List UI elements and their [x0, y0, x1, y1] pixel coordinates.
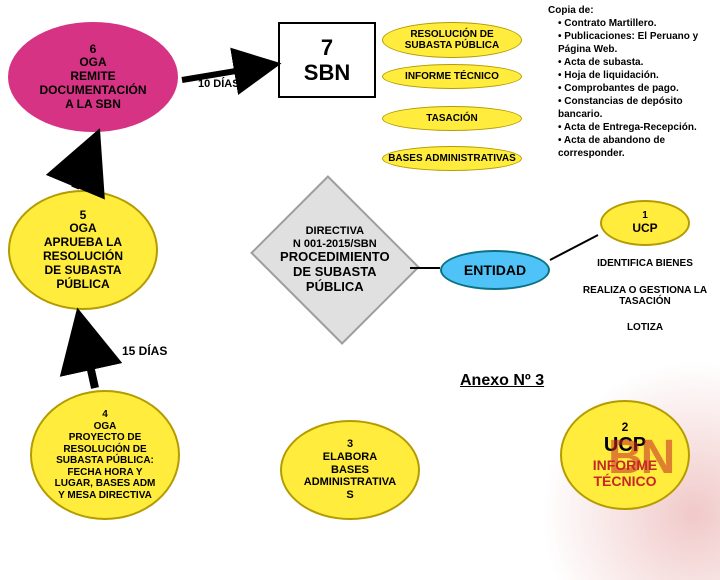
center-l3: DE SUBASTA	[280, 265, 390, 280]
node-4-l1: PROYECTO DE	[69, 432, 142, 444]
node-6-l0: OGA	[79, 56, 106, 70]
node-5-l1: APRUEBA LA	[44, 236, 122, 250]
center-l0: DIRECTIVA	[280, 225, 390, 238]
node-4-l3: SUBASTA PÚBLICA:	[56, 455, 154, 467]
anexo-label: Anexo Nº 3	[460, 372, 544, 390]
copia-item-2: Acta de subasta.	[558, 56, 718, 69]
node-6-l1: REMITE	[70, 70, 115, 84]
center-directiva-rombo: DIRECTIVA N 001-2015/SBN PROCEDIMIENTO D…	[250, 175, 420, 345]
node-3-elabora-bases: 3 ELABORA BASES ADMINISTRATIVA S	[280, 420, 420, 520]
node-6-l3: A LA SBN	[65, 98, 121, 112]
sbn-doc-1: INFORME TÉCNICO	[382, 64, 522, 89]
label-10-dias: 10 DÍAS	[198, 78, 240, 90]
node-4-num: 4	[102, 409, 108, 421]
entidad-t: ENTIDAD	[464, 262, 526, 278]
label-15-dias: 15 DÍAS	[122, 344, 167, 358]
node-3-l0: ELABORA	[323, 451, 377, 464]
center-l2: PROCEDIMIENTO	[280, 250, 390, 265]
node-5-oga-aprueba: 5 OGA APRUEBA LA RESOLUCIÓN DE SUBASTA P…	[8, 190, 158, 310]
copia-item-4: Comprobantes de pago.	[558, 82, 718, 95]
copia-item-6: Acta de Entrega-Recepción.	[558, 121, 718, 134]
node-3-num: 3	[347, 438, 353, 451]
copia-title: Copia de:	[548, 4, 718, 17]
node-6-oga-remite: 6 OGA REMITE DOCUMENTACIÓN A LA SBN	[8, 22, 178, 132]
node-3-l3: S	[346, 489, 353, 502]
node-5-l0: OGA	[69, 222, 96, 236]
node-1-ucp: 1 UCP	[600, 200, 690, 246]
sbn-doc-2: TASACIÓN	[382, 106, 522, 131]
node-5-l2: RESOLUCIÓN	[43, 250, 123, 264]
node-4-l0: OGA	[94, 421, 117, 433]
right-label-1: REALIZA O GESTIONA LA TASACIÓN	[570, 285, 720, 307]
copia-item-5: Constancias de depósito bancario.	[558, 95, 718, 121]
node-7-sub: SBN	[304, 60, 350, 85]
sbn-doc-0: RESOLUCIÓN DE SUBASTA PÚBLICA	[382, 22, 522, 58]
node-4-l2: RESOLUCIÓN DE	[63, 444, 146, 456]
copia-item-0: Contrato Martillero.	[558, 17, 718, 30]
node-6-num: 6	[90, 43, 97, 57]
copia-de-list: Copia de: Contrato Martillero.Publicacio…	[548, 4, 718, 160]
node-7-num: 7	[321, 35, 333, 60]
node-4-l6: Y MESA DIRECTIVA	[58, 490, 152, 502]
node-3-l1: BASES	[331, 464, 369, 477]
center-l4: PÚBLICA	[280, 280, 390, 295]
sbn-doc-3: BASES ADMINISTRATIVAS	[382, 146, 522, 171]
node-4-oga-proyecto: 4 OGA PROYECTO DE RESOLUCIÓN DE SUBASTA …	[30, 390, 180, 520]
node-7-sbn: 7 SBN	[278, 22, 376, 98]
node-4-l4: FECHA HORA Y	[67, 467, 142, 479]
bn-logo-text: BN	[608, 430, 673, 485]
node-5-l4: PÚBLICA	[56, 278, 109, 292]
node-1-t: UCP	[632, 222, 657, 236]
node-5-l3: DE SUBASTA	[44, 264, 121, 278]
node-3-l2: ADMINISTRATIVA	[304, 476, 396, 489]
right-label-0: IDENTIFICA BIENES	[570, 258, 720, 269]
node-4-l5: LUGAR, BASES ADM	[55, 478, 156, 490]
copia-item-3: Hoja de liquidación.	[558, 69, 718, 82]
copia-item-7: Acta de abandono de corresponder.	[558, 134, 718, 160]
node-5-num: 5	[80, 209, 87, 223]
node-6-l2: DOCUMENTACIÓN	[39, 84, 146, 98]
right-label-2: LOTIZA	[570, 322, 720, 333]
node-entidad: ENTIDAD	[440, 250, 550, 290]
copia-item-1: Publicaciones: El Peruano y Página Web.	[558, 30, 718, 56]
